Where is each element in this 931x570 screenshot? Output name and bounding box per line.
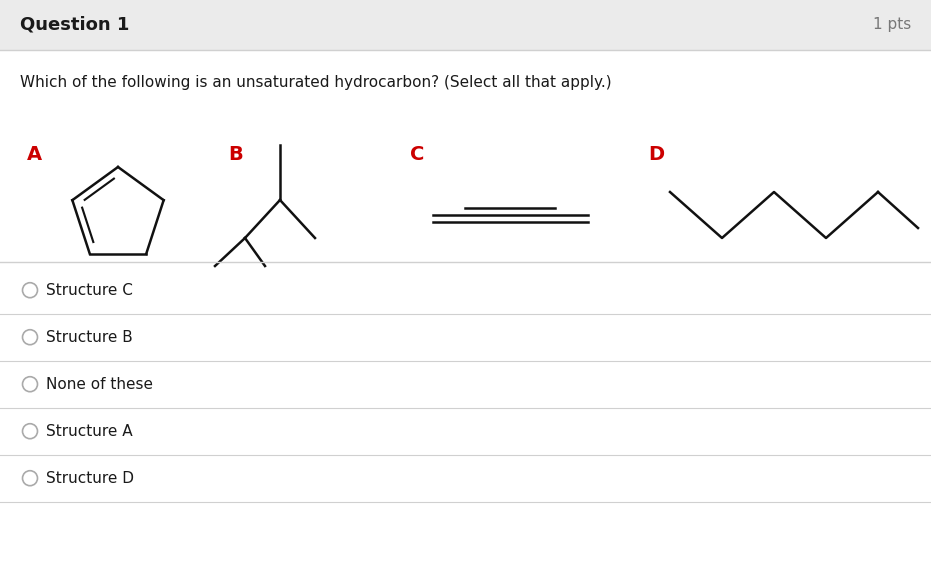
Text: Structure C: Structure C (46, 283, 133, 298)
Text: B: B (228, 145, 243, 165)
Text: Question 1: Question 1 (20, 16, 129, 34)
Text: C: C (410, 145, 425, 165)
Text: Structure B: Structure B (46, 329, 133, 345)
FancyBboxPatch shape (0, 0, 931, 50)
Text: 1 pts: 1 pts (872, 18, 911, 32)
Text: None of these: None of these (46, 377, 153, 392)
Text: A: A (27, 145, 42, 165)
Text: Which of the following is an unsaturated hydrocarbon? (Select all that apply.): Which of the following is an unsaturated… (20, 75, 612, 89)
Text: Structure A: Structure A (46, 424, 132, 439)
Text: Structure D: Structure D (46, 471, 134, 486)
Text: D: D (648, 145, 664, 165)
